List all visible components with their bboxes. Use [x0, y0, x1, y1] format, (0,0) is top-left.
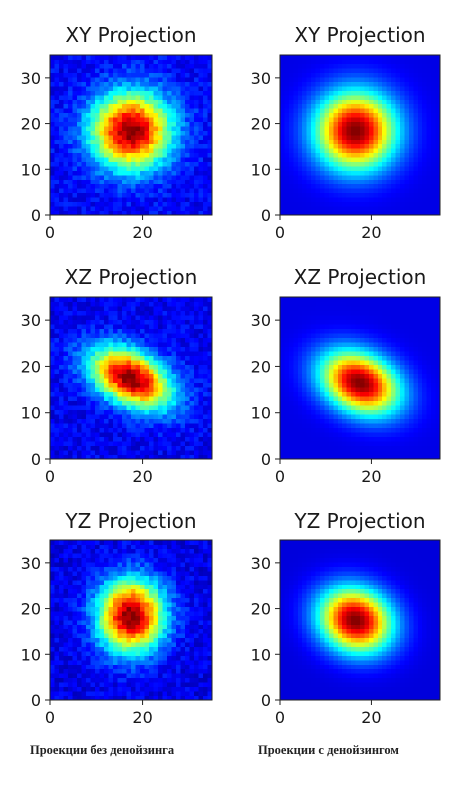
y-tick-label: 0: [261, 691, 271, 710]
y-tick-label: 20: [251, 115, 271, 134]
y-tick-label: 0: [31, 450, 41, 469]
y-tick-label: 10: [21, 645, 41, 664]
x-tick-label: 20: [132, 708, 152, 727]
plot-frame: [49, 296, 213, 460]
heatmap-panel: XY Projection 0 10 20 30 0 20: [21, 23, 213, 242]
y-tick-label: 0: [261, 450, 271, 469]
heatmap-cells: [50, 55, 213, 216]
plot-frame: [49, 54, 213, 216]
x-tick-label: 0: [275, 467, 285, 486]
panel-title: XY Projection: [294, 23, 425, 47]
panel-title: YZ Projection: [64, 509, 196, 533]
x-tick-label: 0: [45, 467, 55, 486]
projection-grid: XY Projection 0 10 20 30 0 20 XY Projection 0 10 2…: [21, 23, 441, 727]
y-tick-label: 10: [251, 160, 271, 179]
plot-frame: [49, 539, 213, 701]
y-tick-label: 30: [251, 554, 271, 573]
y-tick-label: 10: [21, 160, 41, 179]
x-tick-label: 0: [45, 708, 55, 727]
y-tick-label: 30: [251, 311, 271, 330]
heatmap-cells: [50, 540, 213, 701]
x-tick-label: 0: [275, 223, 285, 242]
y-tick-label: 0: [31, 691, 41, 710]
plot-frame: [279, 539, 441, 701]
y-tick-label: 30: [21, 311, 41, 330]
heatmap-panel: XZ Projection 0 10 20 30 0 20: [21, 265, 213, 486]
panel-title: YZ Projection: [293, 509, 425, 533]
y-tick-label: 10: [21, 404, 41, 423]
heatmap-panel: XY Projection 0 10 20 30 0 20: [251, 23, 441, 242]
x-tick-label: 20: [361, 708, 381, 727]
y-tick-label: 0: [31, 206, 41, 225]
heatmap-panel: YZ Projection 0 10 20 30 0 20: [251, 509, 441, 727]
heatmap-panel: YZ Projection 0 10 20 30 0 20: [21, 509, 213, 727]
caption-with-denoising: Проекции с денойзингом: [258, 743, 399, 757]
y-tick-label: 20: [21, 357, 41, 376]
heatmap-cells: [280, 297, 441, 460]
panel-title: XY Projection: [65, 23, 196, 47]
y-tick-label: 30: [251, 69, 271, 88]
plot-frame: [279, 54, 441, 216]
y-tick-label: 30: [21, 69, 41, 88]
y-tick-label: 0: [261, 206, 271, 225]
x-tick-label: 20: [361, 467, 381, 486]
y-tick-label: 20: [21, 115, 41, 134]
y-tick-label: 10: [251, 404, 271, 423]
y-tick-label: 20: [21, 600, 41, 619]
caption-without-denoising: Проекции без денойзинга: [30, 743, 175, 757]
panel-title: XZ Projection: [294, 265, 427, 289]
x-tick-label: 0: [45, 223, 55, 242]
heatmap-panel: XZ Projection 0 10 20 30 0 20: [251, 265, 441, 486]
heatmap-cells: [280, 540, 441, 701]
plot-frame: [279, 296, 441, 460]
x-tick-label: 20: [132, 467, 152, 486]
panel-title: XZ Projection: [65, 265, 198, 289]
x-tick-label: 20: [132, 223, 152, 242]
heatmap-cells: [280, 55, 441, 216]
x-tick-label: 0: [275, 708, 285, 727]
y-tick-label: 30: [21, 554, 41, 573]
heatmap-cells: [50, 297, 213, 460]
y-tick-label: 10: [251, 645, 271, 664]
y-tick-label: 20: [251, 600, 271, 619]
x-tick-label: 20: [361, 223, 381, 242]
y-tick-label: 20: [251, 357, 271, 376]
